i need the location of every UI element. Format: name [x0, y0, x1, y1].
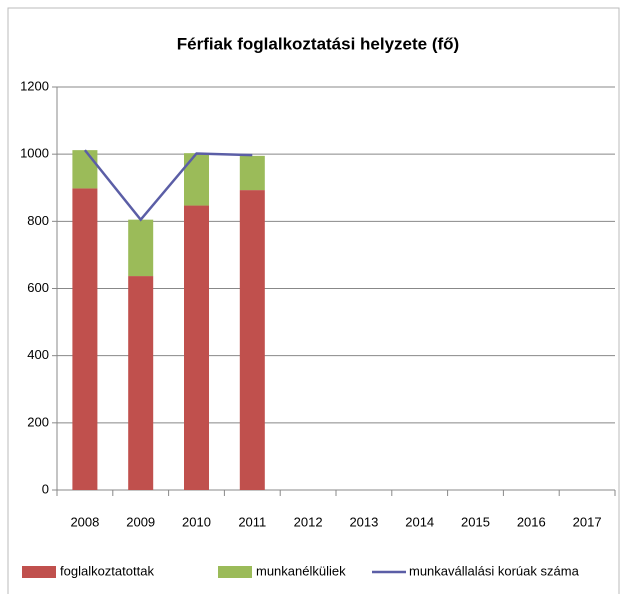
legend-label: munkavállalási korúak száma: [409, 563, 580, 578]
y-tick-label: 200: [27, 414, 49, 429]
legend-swatch: [22, 566, 56, 578]
bar: [72, 150, 98, 189]
bar: [184, 205, 209, 490]
bar: [128, 219, 154, 277]
x-tick-label: 2014: [405, 514, 434, 529]
x-tick-label: 2009: [126, 514, 155, 529]
x-tick-label: 2016: [517, 514, 546, 529]
legend-swatch: [218, 566, 252, 578]
y-tick-label: 1200: [20, 78, 49, 93]
x-tick-label: 2017: [573, 514, 602, 529]
y-tick-label: 400: [27, 347, 49, 362]
bar: [239, 155, 265, 191]
chart-frame: [7, 7, 620, 594]
y-tick-label: 0: [42, 481, 49, 496]
legend-label: munkanélküliek: [256, 563, 346, 578]
y-tick-label: 800: [27, 213, 49, 228]
x-tick-label: 2013: [349, 514, 378, 529]
line: [83, 149, 253, 222]
y-tick-label: 1000: [20, 146, 49, 161]
legend-label: foglalkoztatottak: [60, 563, 154, 578]
bar: [128, 276, 154, 490]
chart-title: Férfiak foglalkoztatási helyzete (fő): [177, 34, 459, 53]
x-tick-label: 2015: [461, 514, 490, 529]
bar: [239, 190, 265, 490]
y-tick-label: 600: [27, 280, 49, 295]
x-tick-label: 2010: [182, 514, 211, 529]
x-tick-label: 2008: [70, 514, 99, 529]
x-tick-label: 2011: [238, 514, 266, 529]
bar: [184, 153, 209, 206]
x-tick-label: 2012: [294, 514, 323, 529]
bar: [72, 188, 98, 490]
